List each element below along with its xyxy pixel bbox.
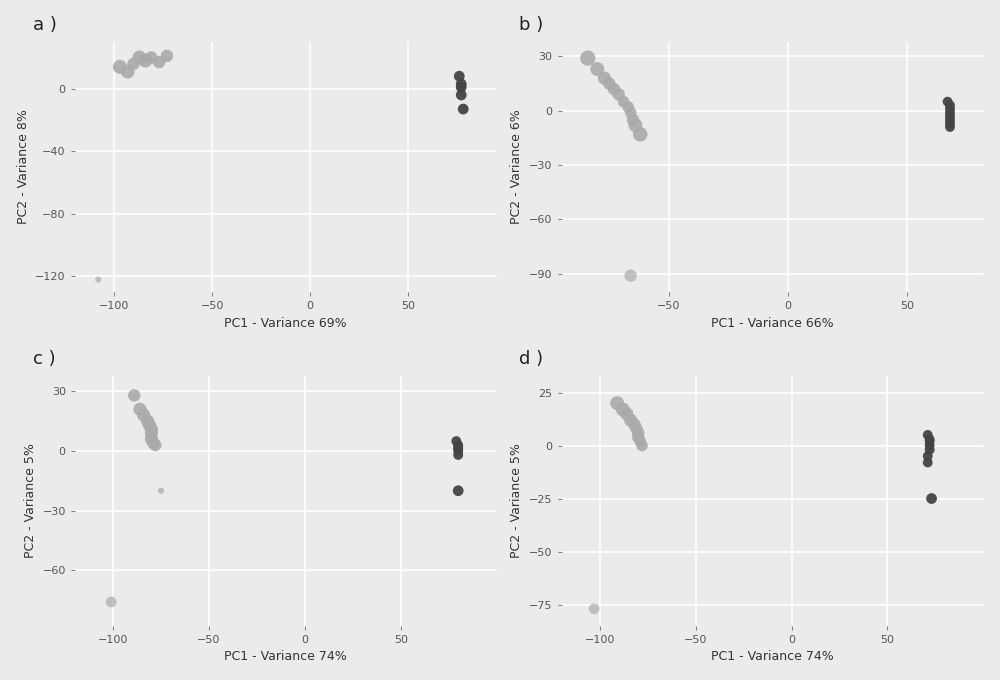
Point <box>143 424 159 435</box>
Point <box>619 408 635 419</box>
Point <box>450 439 466 450</box>
Point <box>589 63 605 74</box>
Point <box>920 430 936 441</box>
Point <box>609 398 625 409</box>
Point <box>942 114 958 125</box>
Point <box>140 415 156 426</box>
Point <box>145 438 161 449</box>
Point <box>942 122 958 133</box>
Point <box>136 410 152 421</box>
Point <box>620 101 636 112</box>
Point <box>143 52 159 63</box>
Point <box>920 451 936 462</box>
Point <box>151 56 167 67</box>
Point <box>626 419 642 430</box>
Point <box>453 90 469 101</box>
Y-axis label: PC2 - Variance 8%: PC2 - Variance 8% <box>17 109 30 224</box>
Point <box>634 440 650 451</box>
Point <box>450 449 466 460</box>
Point <box>924 493 940 504</box>
Point <box>632 129 648 139</box>
Text: d ): d ) <box>519 350 543 368</box>
Point <box>147 439 163 450</box>
Point <box>586 603 602 614</box>
Point <box>112 61 128 72</box>
Point <box>90 274 106 285</box>
Point <box>453 79 469 90</box>
Point <box>611 89 627 100</box>
Point <box>623 270 639 281</box>
Point <box>940 96 956 107</box>
Point <box>596 73 612 84</box>
Point <box>580 52 596 63</box>
Point <box>126 58 142 69</box>
Point <box>153 486 169 496</box>
Point <box>625 114 641 125</box>
Point <box>942 107 958 118</box>
Point <box>120 66 136 77</box>
Point <box>922 434 938 445</box>
Text: b ): b ) <box>519 16 544 34</box>
Point <box>132 404 148 415</box>
Point <box>920 457 936 468</box>
Point <box>450 441 466 452</box>
Y-axis label: PC2 - Variance 5%: PC2 - Variance 5% <box>510 443 523 558</box>
Point <box>922 440 938 451</box>
Point <box>628 423 644 434</box>
Point <box>159 50 175 61</box>
Point <box>606 84 622 95</box>
Point <box>601 78 617 89</box>
Point <box>143 434 159 445</box>
Point <box>450 486 466 496</box>
Point <box>615 404 631 415</box>
X-axis label: PC1 - Variance 66%: PC1 - Variance 66% <box>711 317 834 330</box>
Point <box>942 118 958 129</box>
Point <box>630 427 646 438</box>
X-axis label: PC1 - Variance 69%: PC1 - Variance 69% <box>224 317 347 330</box>
Point <box>922 444 938 455</box>
Point <box>143 428 159 439</box>
Point <box>137 55 153 66</box>
Y-axis label: PC2 - Variance 5%: PC2 - Variance 5% <box>24 443 37 558</box>
Y-axis label: PC2 - Variance 6%: PC2 - Variance 6% <box>510 109 523 224</box>
Point <box>623 107 639 118</box>
Point <box>942 103 958 114</box>
Point <box>615 96 631 107</box>
Point <box>632 436 648 447</box>
Point <box>451 71 467 82</box>
Point <box>630 432 646 443</box>
Point <box>450 443 466 454</box>
Point <box>450 445 466 456</box>
Text: c ): c ) <box>33 350 55 368</box>
Point <box>455 103 471 114</box>
Point <box>131 52 147 63</box>
Point <box>103 596 119 607</box>
Point <box>942 100 958 111</box>
Point <box>623 415 639 426</box>
Text: a ): a ) <box>33 16 56 34</box>
X-axis label: PC1 - Variance 74%: PC1 - Variance 74% <box>224 650 347 663</box>
Point <box>627 120 643 131</box>
Point <box>942 111 958 122</box>
Point <box>448 436 464 447</box>
Point <box>126 390 142 401</box>
Point <box>142 420 158 430</box>
X-axis label: PC1 - Variance 74%: PC1 - Variance 74% <box>711 650 834 663</box>
Point <box>453 82 469 92</box>
Point <box>922 436 938 447</box>
